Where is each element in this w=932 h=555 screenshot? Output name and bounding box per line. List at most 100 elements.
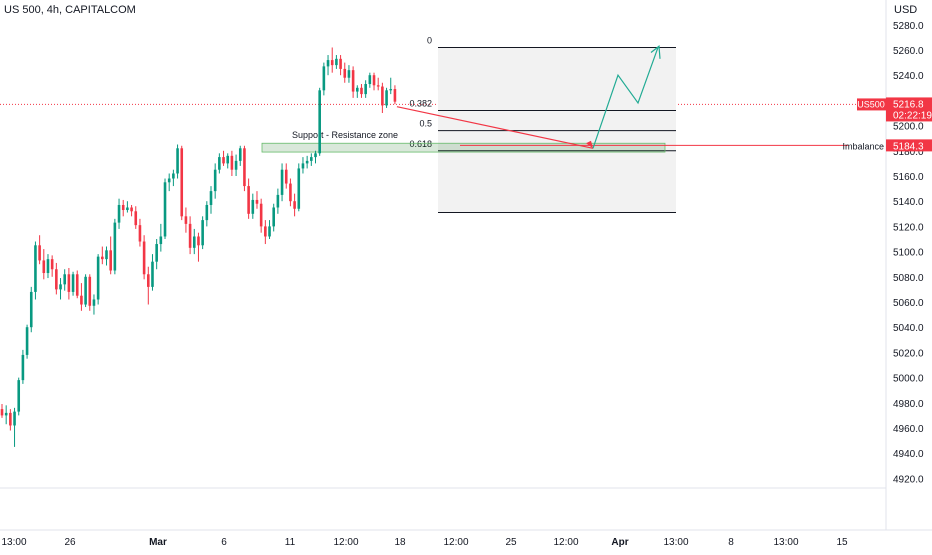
candle-body (247, 186, 250, 214)
candle-body (163, 182, 167, 237)
candle-body (113, 222, 117, 271)
candle-body (255, 199, 259, 204)
candle-body (188, 223, 192, 248)
candle-body (284, 169, 288, 184)
candle-body (372, 75, 376, 86)
candle-body (197, 236, 200, 246)
candle-body (301, 163, 305, 169)
fib-level-label: 0.382 (409, 98, 432, 108)
candle-body (264, 226, 267, 237)
candle-body (184, 216, 188, 224)
x-tick-label: 6 (221, 537, 227, 548)
projection-down-arrowhead (586, 140, 593, 149)
projection-up-path (592, 47, 659, 149)
x-tick-label: 8 (728, 537, 734, 548)
fib-box (438, 47, 676, 213)
candle-body (167, 178, 171, 183)
y-tick-label: 5160.0 (893, 172, 924, 183)
candle-body (347, 70, 351, 78)
candle-body (230, 155, 234, 170)
candle-body (314, 153, 317, 158)
y-tick-label: 5100.0 (893, 248, 924, 259)
y-tick-label: 5000.0 (893, 374, 924, 385)
candle-body (251, 199, 255, 214)
fib-level-label: 0.5 (419, 119, 432, 129)
candle-body (339, 58, 342, 69)
candle-body (289, 183, 292, 202)
y-tick-label: 5280.0 (893, 21, 924, 32)
y-axis[interactable]: 4920.0 4940.0 4960.0 4980.0 5000.0 5020.0 5040… (893, 21, 924, 486)
candle-body (393, 89, 397, 102)
support-resistance-zone (261, 142, 666, 153)
candle-body (13, 411, 16, 426)
x-tick-label: Mar (149, 537, 167, 548)
x-tick-label: Apr (611, 537, 628, 548)
candle-body (38, 245, 41, 261)
candle-body (330, 60, 334, 66)
x-axis[interactable]: 13:00 26 Mar 6 11 12:00 18 12:00 25 12:00 Apr 13:00… (1, 537, 848, 548)
symbol-title: US 500, 4h, CAPITALCOM (4, 4, 136, 16)
candle-body (259, 203, 263, 227)
candle-body (385, 90, 388, 106)
candle-body (50, 259, 54, 270)
candle-body (134, 211, 138, 226)
candle-body (21, 354, 25, 381)
candle-body (364, 84, 367, 95)
projection-down-path (396, 106, 594, 149)
candle-body (159, 236, 163, 245)
candle-body (172, 173, 175, 179)
imbalance-price-tag (886, 139, 932, 152)
candle-body (201, 220, 204, 246)
candle-body (17, 380, 21, 412)
y-tick-label: 5120.0 (893, 222, 924, 233)
candle-body (0, 409, 4, 416)
candle-body (142, 241, 146, 275)
candle-body (376, 85, 380, 87)
candle-body (29, 291, 33, 328)
y-tick-label: 5200.0 (893, 122, 924, 133)
imbalance-label: Imbalance (842, 141, 884, 151)
fib-level-label: 0 (427, 35, 432, 45)
candle-body (46, 259, 50, 274)
last-price-symbol-tag (857, 98, 886, 111)
candle-body (84, 276, 87, 305)
candle-body (4, 412, 8, 416)
candle-body (9, 412, 12, 426)
y-tick-label: 5180.0 (893, 147, 924, 158)
projection-layer (396, 45, 661, 149)
candle-body (209, 191, 213, 205)
candle-body (147, 274, 150, 287)
imbalance-price: 5184.3 (893, 141, 924, 152)
candle-body (368, 75, 372, 85)
candle-body (205, 204, 209, 221)
price-markers: US500 5216.802:22:19 Imbalance 5184.3 (842, 97, 932, 152)
projection-up-arrowhead (650, 45, 661, 59)
candle-body (351, 70, 355, 92)
y-tick-label: 5080.0 (893, 273, 924, 284)
last-price-value: 5216.8 (893, 99, 924, 110)
candle-body (155, 244, 158, 262)
currency-label[interactable]: USD (894, 4, 918, 16)
y-tick-label: 5040.0 (893, 323, 924, 334)
candle-body (138, 225, 142, 242)
candle-body (335, 58, 338, 66)
y-tick-label: 4980.0 (893, 399, 924, 410)
candle-body (101, 256, 104, 260)
candle-body (226, 155, 230, 164)
candle-body (88, 276, 92, 306)
candle-body (297, 168, 301, 209)
candle-body (326, 60, 330, 67)
candle-body (276, 194, 280, 208)
x-tick-label: 13:00 (663, 537, 688, 548)
x-tick-label: 11 (285, 537, 296, 548)
candle-body (63, 274, 66, 285)
candle-body (322, 66, 326, 91)
candle-body (192, 236, 196, 248)
candle-body (272, 207, 275, 227)
candle-body (293, 201, 296, 209)
candle-body (75, 274, 79, 296)
candle-body (360, 87, 363, 95)
y-tick-label: 4920.0 (893, 474, 924, 485)
